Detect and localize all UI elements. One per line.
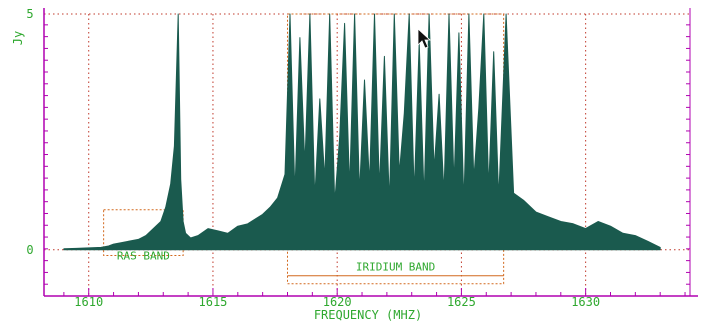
y-tick-label: 5 [26,7,33,21]
x-axis-label: FREQUENCY (MHZ) [314,308,422,322]
series [63,13,661,251]
spectrum-area [63,13,661,251]
x-tick-label: 1615 [199,295,228,309]
iridium-band-label: IRIDIUM BAND [356,260,435,273]
y-tick-label: 0 [26,243,33,257]
x-tick-label: 1625 [447,295,476,309]
mouse-cursor-icon [417,28,432,49]
y-axis-label: Jy [11,31,25,45]
ras-band-label: RAS BAND [117,249,170,262]
ras-band-box [103,209,184,256]
x-tick-labels: 1610 1615 1620 1625 1630 [74,295,600,309]
axes [43,8,698,297]
x-tick-label: 1630 [571,295,600,309]
x-tick-label: 1610 [74,295,103,309]
x-tick-label: 1620 [323,295,352,309]
